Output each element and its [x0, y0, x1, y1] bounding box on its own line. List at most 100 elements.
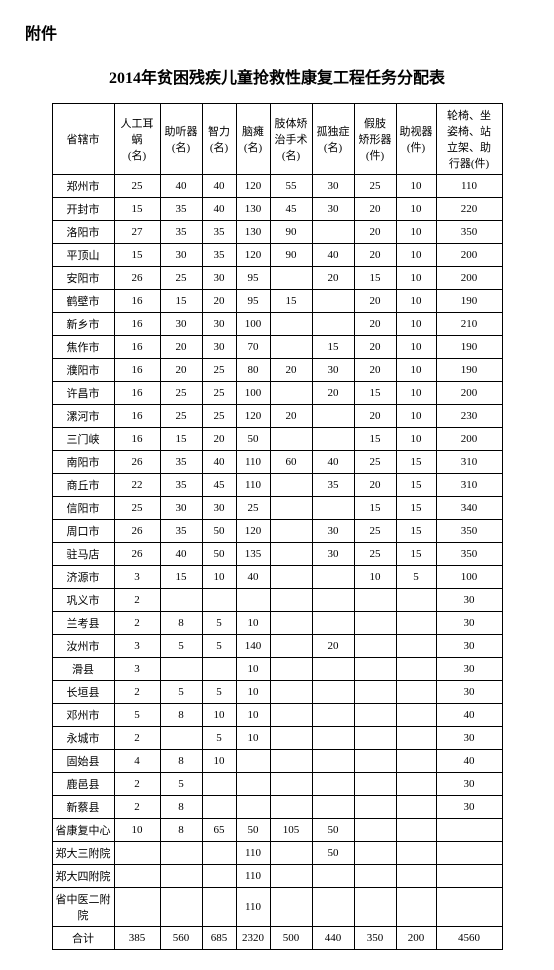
- table-cell: 40: [202, 175, 236, 198]
- table-cell: [270, 704, 312, 727]
- table-cell: 40: [312, 244, 354, 267]
- table-cell: 16: [114, 428, 160, 451]
- table-cell: [312, 612, 354, 635]
- table-cell: [436, 842, 502, 865]
- table-cell: [270, 589, 312, 612]
- table-cell: 35: [160, 520, 202, 543]
- table-row: 滑县31030: [52, 658, 502, 681]
- table-row: 鹿邑县2530: [52, 773, 502, 796]
- table-row: 焦作市16203070152010190: [52, 336, 502, 359]
- table-cell: 40: [202, 451, 236, 474]
- table-cell: 120: [236, 175, 270, 198]
- table-cell: 60: [270, 451, 312, 474]
- table-cell: 30: [312, 520, 354, 543]
- table-cell: [160, 865, 202, 888]
- table-cell: 130: [236, 198, 270, 221]
- table-cell: 110: [236, 888, 270, 927]
- table-cell: [436, 888, 502, 927]
- table-cell: 10: [202, 704, 236, 727]
- table-cell: 20: [270, 359, 312, 382]
- table-cell: 45: [270, 198, 312, 221]
- table-cell: 15: [396, 520, 436, 543]
- table-cell: 90: [270, 221, 312, 244]
- table-cell: 25: [354, 543, 396, 566]
- table-cell: 10: [396, 359, 436, 382]
- table-cell: 140: [236, 635, 270, 658]
- table-row: 长垣县2551030: [52, 681, 502, 704]
- table-cell: 30: [436, 727, 502, 750]
- table-cell: 济源市: [52, 566, 114, 589]
- table-cell: 20: [354, 290, 396, 313]
- header-cochlear: 人工耳蜗(名): [114, 104, 160, 175]
- table-cell: [396, 658, 436, 681]
- table-cell: 200: [436, 267, 502, 290]
- table-cell: 30: [312, 198, 354, 221]
- table-cell: 20: [202, 290, 236, 313]
- table-cell: [396, 589, 436, 612]
- table-cell: 16: [114, 290, 160, 313]
- table-cell: [354, 658, 396, 681]
- table-cell: 500: [270, 927, 312, 950]
- table-cell: 15: [160, 428, 202, 451]
- table-cell: 40: [160, 175, 202, 198]
- table-cell: [160, 658, 202, 681]
- table-cell: 10: [236, 704, 270, 727]
- table-cell: 40: [312, 451, 354, 474]
- table-cell: 685: [202, 927, 236, 950]
- table-cell: 10: [202, 566, 236, 589]
- table-cell: 2: [114, 773, 160, 796]
- table-row: 三门峡161520501510200: [52, 428, 502, 451]
- table-cell: [396, 796, 436, 819]
- table-cell: 22: [114, 474, 160, 497]
- table-cell: 5: [202, 612, 236, 635]
- table-cell: 省中医二附院: [52, 888, 114, 927]
- table-cell: [436, 865, 502, 888]
- table-cell: [202, 773, 236, 796]
- header-orthopedic: 肢体矫治手术(名): [270, 104, 312, 175]
- table-cell: 35: [160, 474, 202, 497]
- table-cell: 30: [202, 267, 236, 290]
- table-cell: 3: [114, 566, 160, 589]
- header-hearing-aid: 助听器(名): [160, 104, 202, 175]
- table-cell: 105: [270, 819, 312, 842]
- table-cell: [312, 566, 354, 589]
- table-cell: [270, 750, 312, 773]
- table-cell: [202, 842, 236, 865]
- table-cell: 110: [236, 451, 270, 474]
- table-cell: 5: [160, 681, 202, 704]
- table-cell: 40: [160, 543, 202, 566]
- table-row: 郑大四附院110: [52, 865, 502, 888]
- table-cell: 2: [114, 589, 160, 612]
- table-cell: 16: [114, 382, 160, 405]
- table-cell: 滑县: [52, 658, 114, 681]
- table-cell: 20: [354, 405, 396, 428]
- table-cell: 平顶山: [52, 244, 114, 267]
- table-cell: 25: [354, 520, 396, 543]
- page-title: 2014年贫困残疾儿童抢救性康复工程任务分配表: [25, 64, 529, 88]
- table-cell: [202, 589, 236, 612]
- table-cell: 30: [202, 313, 236, 336]
- table-cell: 110: [236, 865, 270, 888]
- table-cell: 10: [396, 405, 436, 428]
- table-cell: [236, 589, 270, 612]
- table-cell: 30: [436, 796, 502, 819]
- table-cell: [312, 290, 354, 313]
- table-cell: [354, 589, 396, 612]
- table-cell: 20: [160, 359, 202, 382]
- table-cell: 兰考县: [52, 612, 114, 635]
- table-cell: 135: [236, 543, 270, 566]
- table-cell: 385: [114, 927, 160, 950]
- table-cell: 2: [114, 796, 160, 819]
- table-cell: 30: [160, 497, 202, 520]
- table-cell: 20: [354, 359, 396, 382]
- table-cell: 20: [354, 221, 396, 244]
- table-cell: 26: [114, 543, 160, 566]
- table-cell: 鹤壁市: [52, 290, 114, 313]
- table-cell: [202, 658, 236, 681]
- table-cell: [312, 658, 354, 681]
- table-cell: 200: [436, 244, 502, 267]
- table-cell: [312, 773, 354, 796]
- table-cell: 5: [114, 704, 160, 727]
- table-cell: 25: [202, 382, 236, 405]
- table-row: 许昌市162525100201510200: [52, 382, 502, 405]
